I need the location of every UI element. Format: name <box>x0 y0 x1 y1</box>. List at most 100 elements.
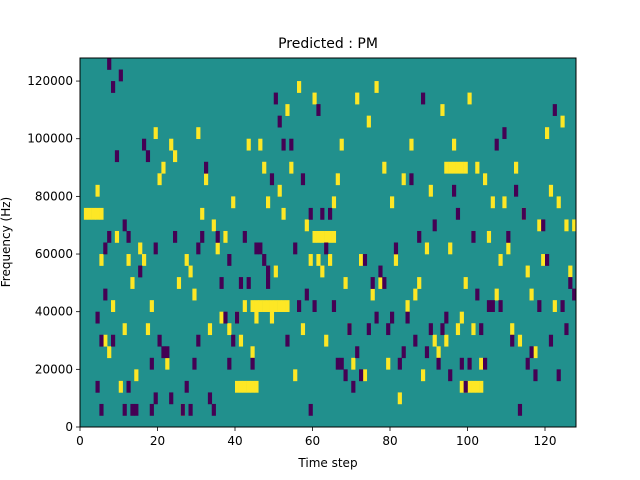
heatmap-cell-low <box>238 277 244 289</box>
heatmap-cell-high <box>211 219 216 232</box>
heatmap-cell-low <box>556 369 561 382</box>
heatmap-cell-high <box>320 230 325 243</box>
heatmap-cell-high <box>479 380 484 393</box>
heatmap-cell-low <box>254 242 259 255</box>
heatmap-cell-high <box>533 346 538 359</box>
heatmap-cell-high <box>169 138 174 151</box>
heatmap-cell-low <box>277 115 282 128</box>
heatmap-cell-low <box>293 242 298 255</box>
heatmap-cell-high <box>316 254 321 266</box>
heatmap-cell-low <box>169 392 174 405</box>
heatmap-cell-low <box>227 357 232 370</box>
heatmap-cell-high <box>564 219 569 232</box>
heatmap-cell-low <box>258 242 263 255</box>
heatmap-cell-high <box>506 242 511 255</box>
heatmap-cell-high <box>165 357 170 370</box>
heatmap-cell-low <box>250 357 255 370</box>
heatmap-cell-low <box>107 58 112 70</box>
heatmap-cell-high <box>312 92 317 105</box>
plot-area <box>79 57 577 428</box>
heatmap-cell-low <box>529 346 534 359</box>
heatmap-cell-low <box>118 69 123 82</box>
heatmap-cell-high <box>91 207 96 220</box>
y-tick-label: 60000 <box>35 247 73 261</box>
heatmap-cell-high <box>459 161 464 174</box>
y-axis-label: Frequency (Hz) <box>0 197 13 288</box>
heatmap-cell-low <box>537 300 542 312</box>
heatmap-cell-high <box>328 254 333 266</box>
heatmap-cell-high <box>529 288 534 301</box>
heatmap-cell-high <box>502 196 507 209</box>
heatmap-cell-low <box>347 323 352 336</box>
heatmap-cell-high <box>289 161 294 174</box>
heatmap-cell-high <box>498 254 503 266</box>
heatmap-cell-high <box>556 196 561 209</box>
heatmap-cell-high <box>231 196 236 209</box>
heatmap-cell-low <box>262 254 267 266</box>
heatmap-cell-low <box>297 300 302 312</box>
heatmap-cell-low <box>405 311 410 324</box>
axes-frame <box>79 57 577 428</box>
heatmap-cell-high <box>304 219 309 232</box>
heatmap-cell-low <box>242 230 247 243</box>
heatmap-cell-high <box>452 161 457 174</box>
heatmap-cell-high <box>173 150 178 163</box>
heatmap-cell-low <box>479 323 484 336</box>
heatmap-cell-high <box>200 207 205 220</box>
heatmap-cell-low <box>308 207 313 220</box>
heatmap-cell-low <box>401 346 406 359</box>
heatmap-cell-high <box>444 161 449 174</box>
heatmap-cell-high <box>463 161 468 174</box>
heatmap-cell-high <box>107 346 112 359</box>
heatmap-cell-high <box>258 300 263 312</box>
heatmap-cell-low <box>339 357 344 370</box>
heatmap-cell-high <box>266 196 271 209</box>
heatmap-cell-low <box>370 277 375 289</box>
heatmap-cell-low <box>359 369 364 382</box>
heatmap-cell-low <box>324 242 329 255</box>
heatmap-cell-high <box>320 265 325 278</box>
heatmap-cell-high <box>192 288 197 301</box>
heatmap-cell-low <box>506 230 511 243</box>
heatmap-cell-high <box>432 334 437 347</box>
heatmap-cell-low <box>285 334 290 347</box>
heatmap-cell-low <box>455 207 461 220</box>
heatmap-cell-high <box>99 207 104 220</box>
heatmap-cell-high <box>335 173 340 186</box>
heatmap-cell-high <box>149 300 154 312</box>
heatmap-cell-high <box>452 138 457 151</box>
y-tick-label: 0 <box>65 420 73 434</box>
heatmap-cell-low <box>397 357 402 370</box>
y-tick-label: 40000 <box>35 305 73 319</box>
heatmap-cell-low <box>204 161 209 174</box>
heatmap-cell-low <box>142 138 147 151</box>
heatmap-cell-low <box>188 403 193 416</box>
y-tick-label: 80000 <box>35 189 73 203</box>
heatmap-cell-high <box>184 254 189 266</box>
heatmap-cell-high <box>254 300 259 312</box>
heatmap-cell-low <box>448 369 453 382</box>
heatmap-cell-low <box>378 265 383 278</box>
heatmap-cell-low <box>153 392 158 405</box>
y-axis: 0 20000 40000 60000 80000 100000 120000 <box>27 74 80 434</box>
heatmap-cell-low <box>502 127 507 140</box>
heatmap-cell-low <box>390 311 395 324</box>
heatmap-cell-high <box>153 127 158 140</box>
heatmap-cell-high <box>401 173 406 186</box>
heatmap-cell-low <box>521 207 526 220</box>
heatmap-cell-low <box>207 392 213 405</box>
heatmap-cell-low <box>494 138 499 151</box>
heatmap-cell-high <box>475 380 480 393</box>
heatmap-cell-low <box>153 242 158 255</box>
heatmap-cell-low <box>122 403 127 416</box>
heatmap-cells <box>83 58 577 416</box>
heatmap-cell-high <box>339 138 344 151</box>
heatmap-cell-low <box>459 357 464 370</box>
heatmap-cell-high <box>514 161 519 174</box>
heatmap-cell-high <box>455 161 461 174</box>
heatmap-cell-high <box>238 334 244 347</box>
heatmap-cell-high <box>126 254 131 266</box>
y-tick-label: 120000 <box>27 74 73 88</box>
heatmap-cell-low <box>436 357 441 370</box>
heatmap-cell-low <box>409 173 414 186</box>
